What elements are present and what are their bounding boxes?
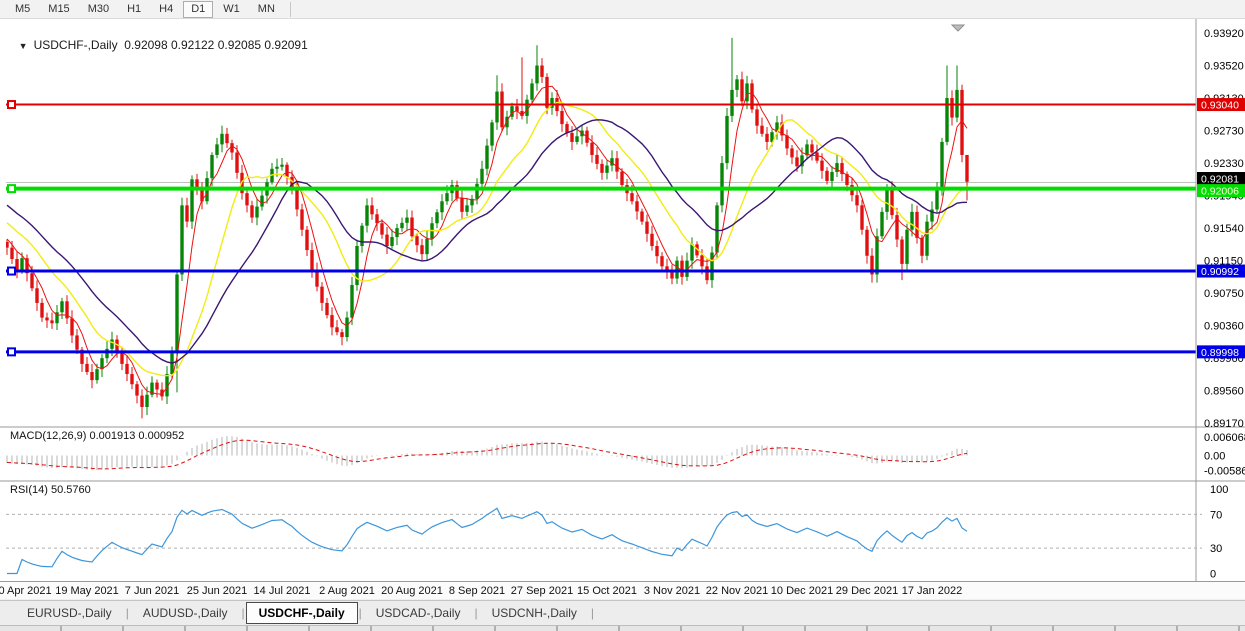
tab-usdcad[interactable]: USDCAD-,Daily <box>375 606 461 620</box>
date-tick-label: 8 Sep 2021 <box>448 585 506 597</box>
svg-text:0.89560: 0.89560 <box>1204 386 1244 398</box>
price-badge-resistance: 0.93040 <box>1197 98 1245 112</box>
svg-text:0.93040: 0.93040 <box>1201 100 1239 112</box>
timeframe-toolbar: M5 M15 M30 H1 H4 D1 W1 MN <box>0 0 1245 19</box>
svg-text:0.89998: 0.89998 <box>1201 347 1239 359</box>
timeframe-button-d1[interactable]: D1 <box>183 0 214 18</box>
macd-signal-line <box>6 439 968 470</box>
symbol-tab-bar: EURUSD-,Daily | AUDUSD-,Daily | USDCHF-,Dail… <box>0 600 1245 625</box>
date-tick-label: 25 Jun 2021 <box>186 585 248 597</box>
rsi-pane: 100 70 30 0 <box>6 484 1228 581</box>
svg-text:0.92330: 0.92330 <box>1204 158 1244 170</box>
svg-text:100: 100 <box>1210 484 1228 496</box>
tab-audusd[interactable]: AUDUSD-,Daily <box>142 606 228 620</box>
timeframe-button-m15[interactable]: M15 <box>48 2 70 15</box>
price-badge-current: 0.92081 <box>1197 172 1245 186</box>
svg-text:0: 0 <box>1210 569 1216 581</box>
date-tick-label: 14 Jul 2021 <box>253 585 311 597</box>
tab-usdcnh[interactable]: USDCNH-,Daily <box>491 606 577 620</box>
timeframe-button-h1[interactable]: H1 <box>127 2 142 15</box>
svg-text:0.006068: 0.006068 <box>1204 432 1245 444</box>
scroll-to-end-triangle-icon[interactable] <box>950 24 966 32</box>
macd-indicator-label: MACD(12,26,9) 0.001913 0.000952 <box>10 430 185 442</box>
window-resize-strip[interactable] <box>0 625 1245 631</box>
svg-text:0.93920: 0.93920 <box>1204 28 1244 40</box>
date-tick-label: 27 Sep 2021 <box>510 585 574 597</box>
svg-text:0.93520: 0.93520 <box>1204 61 1244 73</box>
date-tick-label: 2 Aug 2021 <box>319 585 375 597</box>
svg-text:0.91540: 0.91540 <box>1204 223 1244 235</box>
svg-text:30: 30 <box>1210 543 1222 555</box>
timeframe-button-w1[interactable]: W1 <box>223 2 240 15</box>
date-tick-label: 29 Dec 2021 <box>835 585 899 597</box>
svg-text:0.89170: 0.89170 <box>1204 418 1244 430</box>
date-tick-label: 20 Aug 2021 <box>381 585 443 597</box>
chart-ohlc-values: 0.92098 0.92122 0.92085 0.92091 <box>124 38 308 52</box>
tab-separator: | <box>241 606 245 620</box>
date-tick-label: 22 Nov 2021 <box>705 585 769 597</box>
date-tick-label: 17 Jan 2022 <box>901 585 963 597</box>
tab-separator: | <box>590 606 595 620</box>
timeframe-button-m30[interactable]: M30 <box>87 2 110 15</box>
date-tick-label: 19 May 2021 <box>55 585 119 597</box>
chart-title: ▼ USDCHF-,Daily 0.92098 0.92122 0.92085 0… <box>12 24 308 52</box>
svg-text:70: 70 <box>1210 509 1222 521</box>
svg-text:0.90750: 0.90750 <box>1204 288 1244 300</box>
date-tick-label: 15 Oct 2021 <box>577 585 637 597</box>
ma-5-line[interactable] <box>6 85 968 395</box>
price-badge-support-blue-2: 0.89998 <box>1197 345 1245 359</box>
rsi-indicator-label: RSI(14) 50.5760 <box>10 484 91 496</box>
svg-text:0.00: 0.00 <box>1204 451 1225 463</box>
date-tick-label: 10 Dec 2021 <box>770 585 834 597</box>
date-tick-label: 7 Jun 2021 <box>124 585 180 597</box>
price-badge-support-blue-1: 0.90992 <box>1197 264 1245 278</box>
timeframe-button-h4[interactable]: H4 <box>159 2 174 15</box>
ma-14-line[interactable] <box>6 101 968 377</box>
date-tick-label: 30 Apr 2021 <box>0 585 52 597</box>
svg-text:0.92006: 0.92006 <box>1201 186 1239 198</box>
candlestick-series[interactable] <box>5 37 969 419</box>
svg-text:0.90992: 0.90992 <box>1201 266 1239 278</box>
collapse-chart-icon[interactable]: ▼ <box>18 41 28 51</box>
timeframe-button-mn[interactable]: MN <box>257 2 275 15</box>
svg-text:0.92081: 0.92081 <box>1201 174 1239 186</box>
svg-text:0.92730: 0.92730 <box>1204 126 1244 138</box>
macd-pane: 0.006068 0.00 -0.005869 <box>6 432 1245 478</box>
timeframe-button-m5[interactable]: M5 <box>15 2 31 15</box>
tab-separator: | <box>125 606 129 620</box>
price-badge-support-green: 0.92006 <box>1197 184 1245 198</box>
rsi-line <box>7 507 968 575</box>
hline-handle[interactable] <box>7 347 16 357</box>
toolbar-separator <box>289 1 291 17</box>
tab-separator: | <box>358 606 362 620</box>
hline-handle[interactable] <box>7 266 16 276</box>
tab-eurusd[interactable]: EURUSD-,Daily <box>27 606 112 620</box>
tab-separator: | <box>474 606 478 620</box>
hline-handle[interactable] <box>7 100 16 110</box>
svg-text:-0.005869: -0.005869 <box>1204 466 1245 478</box>
hline-handle[interactable] <box>7 184 16 194</box>
ma-24-line[interactable] <box>6 119 968 364</box>
svg-text:0.90360: 0.90360 <box>1204 321 1244 333</box>
tab-usdchf[interactable]: USDCHF-,Daily <box>245 602 358 624</box>
chart-symbol-label: USDCHF-,Daily <box>33 38 118 52</box>
date-tick-label: 3 Nov 2021 <box>643 585 701 597</box>
chart-canvas[interactable]: 0.939200.935200.931300.927300.923300.919… <box>0 19 1245 581</box>
